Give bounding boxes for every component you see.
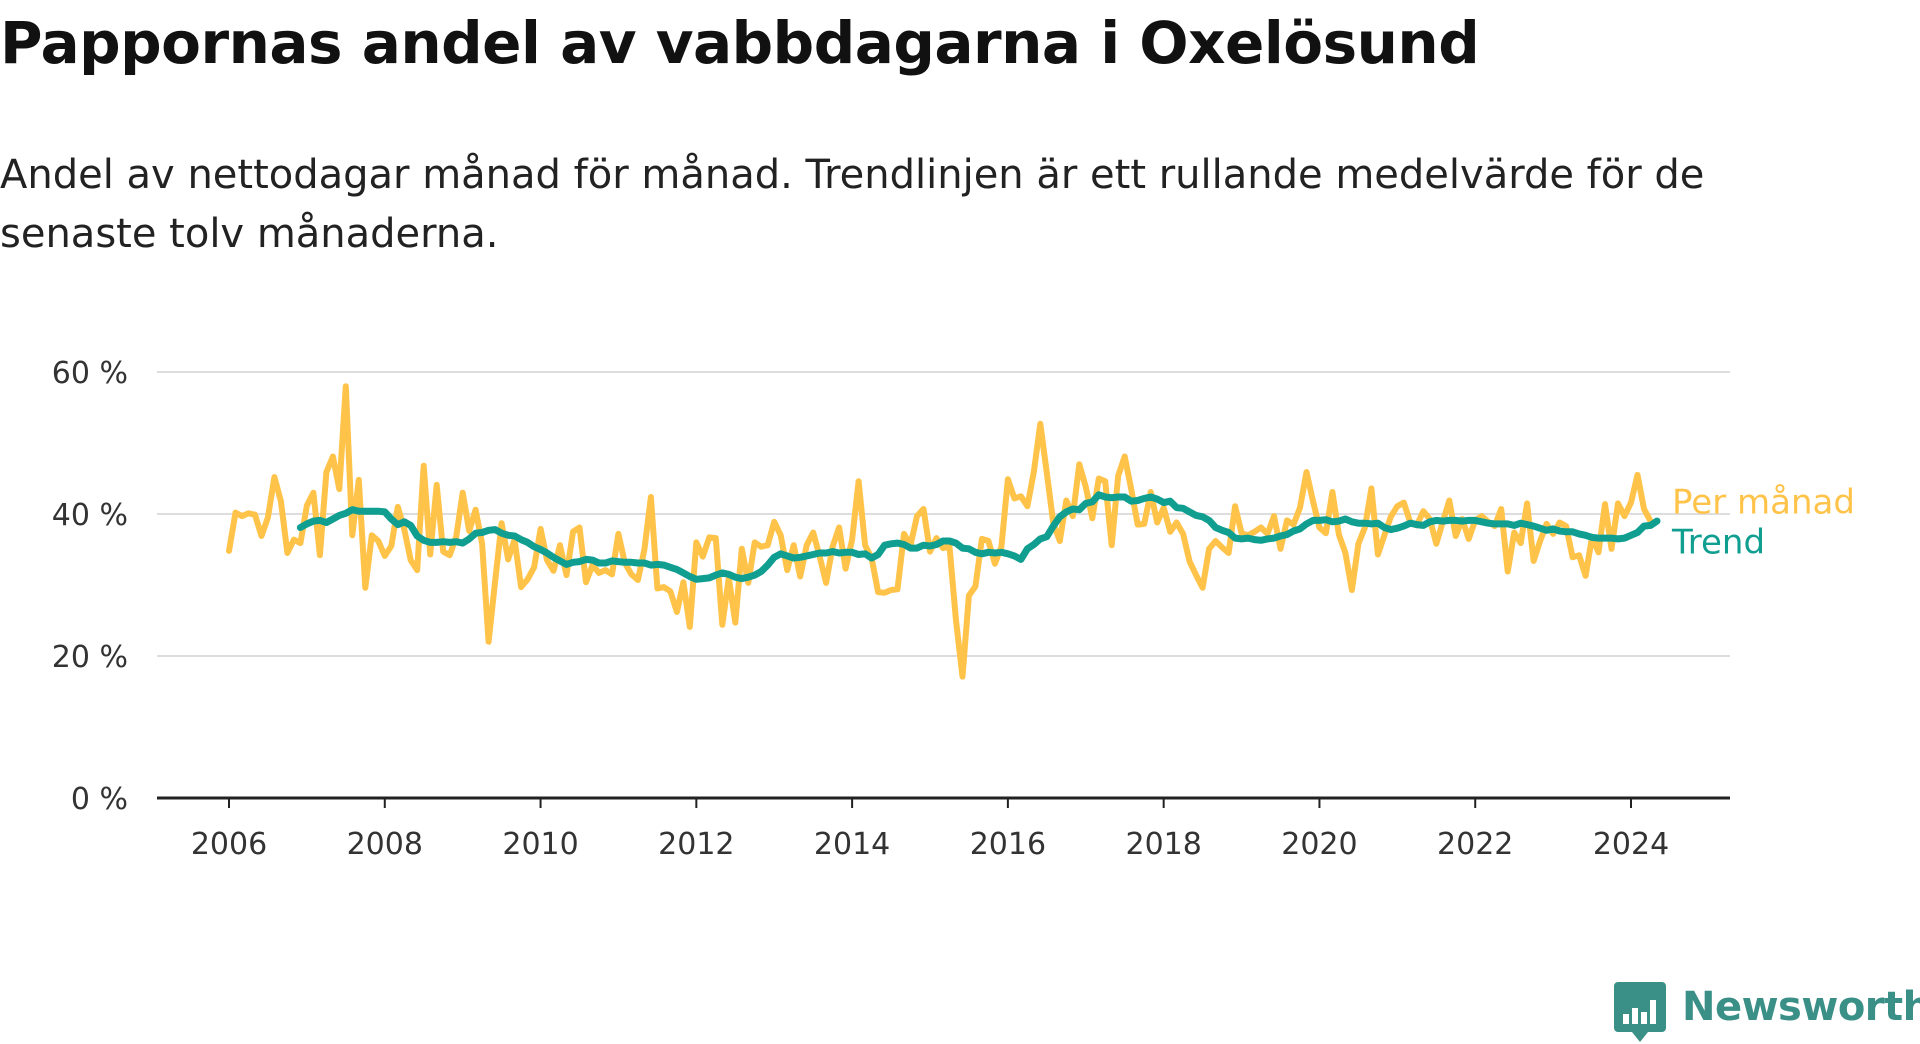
chart-subtitle: Andel av nettodagar månad för månad. Tre… [0, 152, 1705, 257]
brand-logo: Newsworthy [1614, 982, 1920, 1042]
x-tick-label: 2014 [814, 827, 890, 862]
y-tick-label: 0 % [71, 782, 128, 817]
series-line-trend [296, 491, 1661, 583]
x-tick-label: 2010 [502, 827, 578, 862]
y-tick-label: 60 % [52, 356, 128, 391]
x-tick-label: 2018 [1125, 827, 1201, 862]
x-tick-label: 2022 [1437, 827, 1513, 862]
y-axis-tick-labels: 0 % 20 % 40 % 60 % [52, 356, 128, 817]
bar-chart-badge-icon [1614, 982, 1666, 1042]
brand-name: Newsworthy [1682, 984, 1920, 1030]
y-tick-label: 20 % [52, 640, 128, 675]
x-tick-label: 2006 [191, 827, 267, 862]
series-label-per-manad: Per månad [1672, 483, 1855, 523]
y-tick-label: 40 % [52, 498, 128, 533]
grid-lines [157, 371, 1730, 657]
series-line-per-manad [226, 383, 1654, 680]
x-tick-label: 2012 [658, 827, 734, 862]
x-tick-label: 2008 [347, 827, 423, 862]
series-lines [226, 383, 1661, 680]
x-tick-label: 2020 [1281, 827, 1357, 862]
x-tick-label: 2016 [970, 827, 1046, 862]
x-axis: 2006 2008 2010 2012 2014 2016 2018 2020 2022 2024 [157, 796, 1730, 862]
x-tick-label: 2024 [1593, 827, 1669, 862]
chart-title: Pappornas andel av vabbdagarna i Oxelösu… [0, 9, 1480, 77]
series-label-trend: Trend [1671, 523, 1765, 563]
